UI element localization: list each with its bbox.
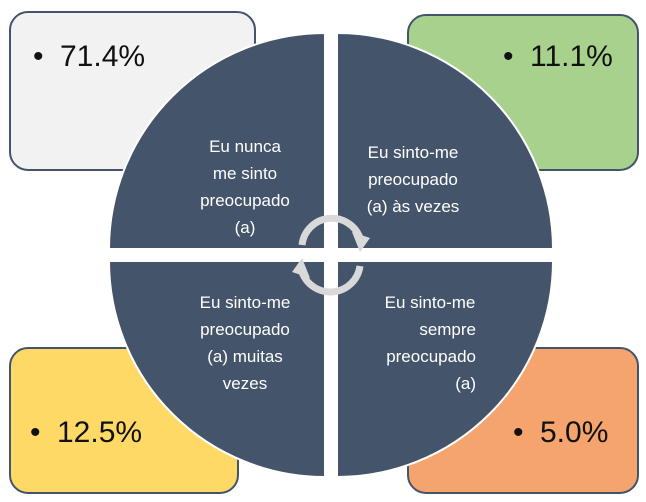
quadrant-label: Eu sinto-me — [200, 293, 291, 312]
quadrant-label: Eu nunca — [209, 137, 281, 156]
bullet: • — [503, 40, 514, 73]
quadrant — [107, 31, 326, 250]
percentage: 5.0% — [540, 416, 608, 449]
quadrant-label: (a) muitas — [207, 347, 283, 366]
quadrant-label: Eu sinto-me — [368, 143, 459, 162]
quadrant-label: (a) — [455, 374, 476, 393]
quadrant-label: preocupado — [368, 170, 458, 189]
bullet: • — [30, 416, 41, 449]
arrow-head — [292, 258, 310, 278]
quadrant-label: me sinto — [213, 164, 277, 183]
bullet: • — [513, 416, 524, 449]
quadrant-label: preocupado — [200, 320, 290, 339]
arrow-head — [352, 232, 370, 252]
cycle-arrows — [298, 214, 364, 296]
quadrant — [336, 260, 555, 479]
quadrant-label: Eu sinto-me — [385, 293, 476, 312]
quadrant-label: vezes — [223, 374, 267, 393]
bullet: • — [33, 40, 44, 73]
quadrant-label: sempre — [419, 320, 476, 339]
quadrant — [107, 260, 326, 479]
percentage: 71.4% — [60, 40, 145, 73]
quadrant-label: preocupado — [200, 191, 290, 210]
quadrant-label: preocupado — [386, 347, 476, 366]
percentage: 12.5% — [57, 416, 142, 449]
percentage: 11.1% — [530, 40, 613, 73]
quadrant-label: (a) — [235, 218, 256, 237]
quadrant — [336, 31, 555, 250]
quadrant-label: (a) às vezes — [367, 197, 460, 216]
